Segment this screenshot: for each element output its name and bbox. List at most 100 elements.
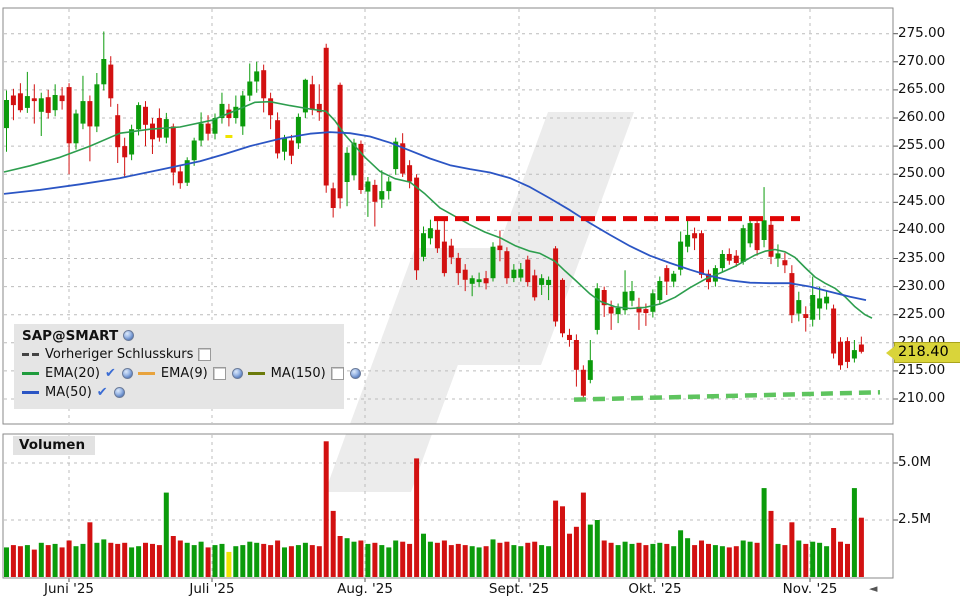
volume-bar <box>636 542 642 577</box>
candle <box>170 126 176 173</box>
candle <box>4 100 9 129</box>
checked-checkbox-icon[interactable]: ✔ <box>96 385 108 400</box>
volume-bar <box>622 541 628 577</box>
volume-bar <box>414 458 420 577</box>
price-axis-tick: 260.00 <box>898 109 946 125</box>
volume-axis-tick: 5.0M <box>898 454 932 470</box>
volume-bar <box>712 545 718 577</box>
volume-bar <box>198 541 204 577</box>
candle <box>115 115 121 148</box>
volume-bar <box>657 542 663 577</box>
candle <box>532 275 538 298</box>
candle <box>629 291 635 301</box>
volume-bar <box>490 539 496 577</box>
last-price-badge: 218.40 <box>886 342 960 363</box>
volume-bar <box>80 543 86 577</box>
volume-panel-border <box>2 433 894 579</box>
candle <box>261 70 267 99</box>
volume-bar <box>448 545 454 577</box>
volume-bar <box>170 536 176 577</box>
volume-bar <box>94 542 100 577</box>
volume-bar <box>573 526 579 577</box>
volume-bar <box>38 542 44 577</box>
price-axis-tick: 245.00 <box>898 193 946 209</box>
candle <box>796 300 802 314</box>
candle <box>59 95 65 102</box>
volume-bar <box>122 542 128 577</box>
scroll-left-icon[interactable]: ◄ <box>869 582 878 595</box>
volume-bar <box>796 540 802 577</box>
volume-bar <box>539 545 545 577</box>
candle <box>219 103 225 118</box>
volume-bar <box>87 522 93 577</box>
volume-bar <box>706 543 711 577</box>
globe-icon[interactable] <box>121 368 133 379</box>
candle <box>615 308 621 315</box>
candle <box>247 81 253 96</box>
volume-bar <box>455 543 461 577</box>
candle <box>323 47 329 186</box>
candle <box>483 278 489 284</box>
unchecked-checkbox[interactable] <box>212 367 226 380</box>
candle <box>803 314 809 318</box>
price-axis-tick: 230.00 <box>898 278 946 294</box>
candle <box>302 79 308 113</box>
volume-bar <box>845 543 850 577</box>
price-axis-tick: 210.00 <box>898 390 946 406</box>
candle <box>407 165 413 182</box>
volume-bar <box>608 542 614 577</box>
price-axis-tick: 235.00 <box>898 250 946 266</box>
candle <box>73 113 79 144</box>
candle <box>810 295 816 320</box>
candle <box>205 123 211 134</box>
volume-bar <box>678 530 684 577</box>
volume-bar <box>330 510 336 577</box>
support-line <box>573 390 881 402</box>
unchecked-checkbox[interactable] <box>330 367 344 380</box>
candle <box>497 245 503 251</box>
volume-bar <box>365 543 371 577</box>
candle <box>365 181 371 192</box>
unchecked-checkbox[interactable] <box>198 348 212 361</box>
globe-icon[interactable] <box>231 368 243 379</box>
legend-box: SAP@SMART Vorheriger Schlusskurs EMA(20) ✔… <box>14 324 361 409</box>
candle <box>129 129 135 155</box>
volume-bar <box>108 542 114 577</box>
candle <box>358 143 364 190</box>
candle <box>719 254 725 269</box>
volume-bar <box>726 547 732 577</box>
candle <box>789 273 795 316</box>
volume-bar <box>497 542 503 577</box>
volume-bar <box>24 545 30 577</box>
volume-bar <box>400 541 406 577</box>
candle <box>768 224 774 257</box>
globe-icon[interactable] <box>349 368 361 379</box>
volume-bar <box>177 540 183 577</box>
candle <box>316 103 322 113</box>
candle <box>824 296 830 304</box>
volume-bar <box>567 533 572 577</box>
volume-bar <box>316 546 322 577</box>
candle <box>601 290 607 306</box>
volume-bar <box>789 522 795 577</box>
volume-bar <box>59 547 65 577</box>
volume-bar <box>288 546 294 577</box>
globe-icon[interactable] <box>113 387 125 398</box>
volume-bar <box>511 545 517 577</box>
candle <box>636 306 642 313</box>
candle <box>288 140 294 156</box>
candle <box>754 223 760 251</box>
candle <box>587 360 593 380</box>
month-axis-label: Okt. '25 <box>628 581 682 597</box>
globe-icon[interactable] <box>123 330 135 341</box>
candle <box>45 97 51 113</box>
checked-checkbox-icon[interactable]: ✔ <box>105 366 116 381</box>
volume-bar <box>483 546 489 577</box>
candle <box>351 142 357 176</box>
volume-bar <box>532 541 538 577</box>
candle <box>240 95 246 127</box>
volume-bar <box>685 538 691 577</box>
volume-bar <box>768 510 774 577</box>
volume-bar <box>344 538 350 577</box>
candle <box>337 84 343 199</box>
